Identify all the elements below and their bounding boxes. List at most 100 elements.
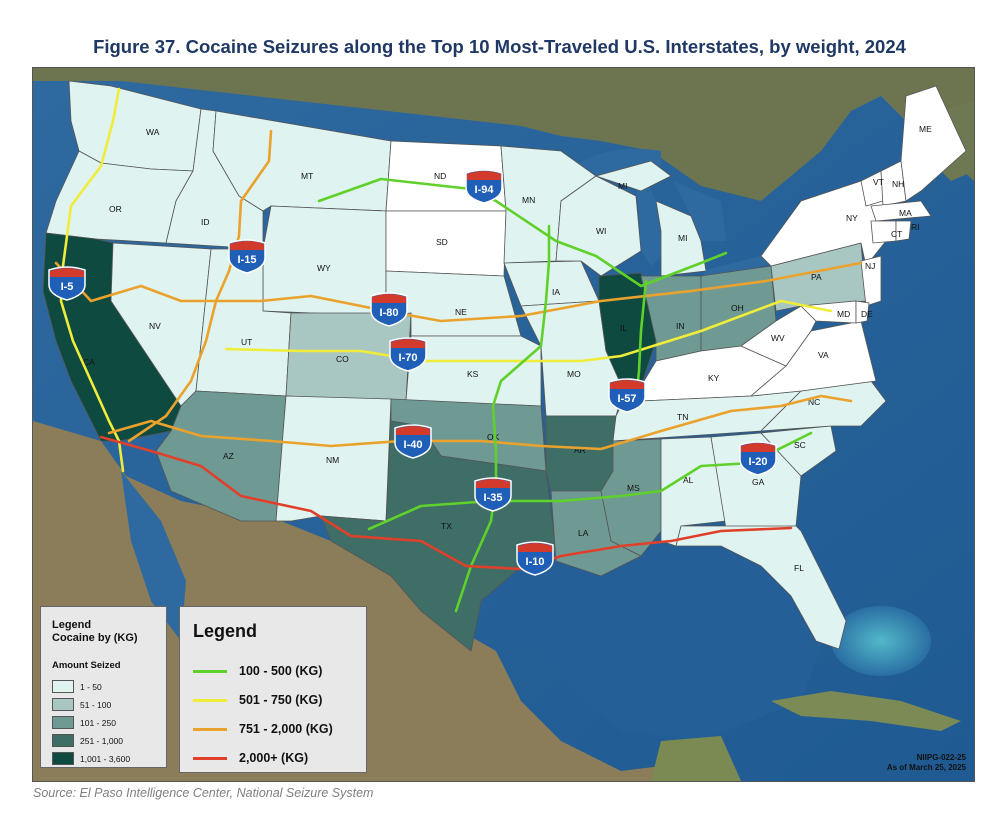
- shield-label: I-35: [484, 492, 503, 504]
- interstate-shield-i-80: I-80: [370, 292, 408, 327]
- map-canvas: WA OR CA ID NV MT WY UT CO AZ NM ND SD N…: [33, 68, 974, 781]
- legend-amount-label: 1,001 - 3,600: [80, 753, 131, 764]
- label-WA: WA: [146, 127, 160, 137]
- label-RI: RI: [911, 222, 920, 232]
- label-WY: WY: [317, 263, 331, 273]
- map-frame: WA OR CA ID NV MT WY UT CO AZ NM ND SD N…: [32, 67, 975, 782]
- label-ID: ID: [201, 217, 210, 227]
- label-AZ: AZ: [223, 451, 234, 461]
- label-IL: IL: [620, 323, 627, 333]
- label-MD: MD: [837, 309, 850, 319]
- gulf-of-mexico: [461, 536, 831, 741]
- shield-header: [518, 543, 552, 552]
- doc-id: NIIPG-022-25: [916, 753, 966, 762]
- shield-header: [610, 380, 644, 389]
- route-I-70: [224, 299, 833, 363]
- label-AR: AR: [574, 445, 586, 455]
- legend-amount-label: 251 - 1,000: [80, 735, 124, 746]
- label-NJ: NJ: [865, 261, 875, 271]
- label-ME: ME: [919, 124, 932, 134]
- shield-header: [230, 241, 264, 250]
- route-I-5: [59, 87, 125, 473]
- label-CA: CA: [83, 357, 95, 367]
- route-I-80: [54, 261, 863, 323]
- figure-title: Figure 37. Cocaine Seizures along the To…: [93, 36, 906, 57]
- label-MN: MN: [522, 195, 535, 205]
- shield-label: I-20: [749, 456, 768, 468]
- document-id-stamp: NIIPG-022-25 As of March 25, 2025: [887, 753, 966, 773]
- interstate-shield-i-70: I-70: [389, 337, 427, 372]
- route-I-20: [367, 431, 813, 531]
- state-MA: [870, 200, 932, 222]
- cuba: [771, 691, 961, 731]
- label-WI: WI: [596, 226, 606, 236]
- route-I-35: [454, 224, 551, 613]
- interstate-shields: I-5 I-15 I-94 I-80 I-70 I-57 I-40 I-35 I-20 I-10: [48, 169, 777, 576]
- state-WI: [555, 175, 642, 277]
- label-UT: UT: [241, 337, 252, 347]
- label-GA: GA: [752, 477, 765, 487]
- shield-header: [741, 443, 775, 452]
- legend-swatch: [52, 734, 74, 747]
- legend-route-line: [193, 698, 227, 702]
- label-KS: KS: [467, 369, 479, 379]
- label-FL: FL: [794, 563, 804, 573]
- legend-interstate-weight: Legend 100 - 500 (KG) 501 - 750 (KG) 751…: [179, 606, 367, 773]
- label-PA: PA: [811, 272, 822, 282]
- legend-amount-title: Legend Cocaine by (KG): [52, 619, 138, 645]
- interstate-shield-i-20: I-20: [739, 441, 777, 476]
- shield-label: I-57: [618, 393, 637, 405]
- legend-amount-seized: Legend Cocaine by (KG) Amount Seized 1 -…: [40, 606, 167, 768]
- state-AZ: [155, 390, 287, 522]
- label-AL: AL: [683, 475, 694, 485]
- legend-amount-subtitle: Amount Seized: [52, 660, 121, 671]
- lake-michigan: [637, 186, 661, 266]
- state-KS: [405, 335, 542, 407]
- label-CO: CO: [336, 354, 349, 364]
- label-NV: NV: [149, 321, 161, 331]
- legend-amount-label: 1 - 50: [80, 681, 102, 692]
- label-MO: MO: [567, 369, 581, 379]
- state-SC: [760, 425, 837, 477]
- shield-header: [391, 339, 425, 348]
- label-OK: OK: [487, 432, 500, 442]
- shield-label: I-5: [61, 281, 74, 293]
- label-MS: MS: [627, 483, 640, 493]
- label-VT: VT: [873, 177, 884, 187]
- legend-swatch: [52, 680, 74, 693]
- label-OR: OR: [109, 204, 122, 214]
- shield-header: [372, 294, 406, 303]
- legend-swatch: [52, 716, 74, 729]
- legend-amount-item: 101 - 250: [52, 716, 116, 729]
- shield-label: I-40: [404, 439, 423, 451]
- legend-amount-item: 51 - 100: [52, 698, 111, 711]
- label-IA: IA: [552, 287, 560, 297]
- state-MI-lower: [655, 200, 707, 277]
- legend-amount-item: 1 - 50: [52, 680, 102, 693]
- label-CT: CT: [891, 229, 902, 239]
- shield-header: [50, 268, 84, 277]
- legend-swatch: [52, 752, 74, 765]
- legend-route-label: 100 - 500 (KG): [239, 664, 323, 678]
- legend-route-item: 501 - 750 (KG): [193, 692, 322, 708]
- interstate-shield-i-10: I-10: [516, 541, 554, 576]
- shield-label: I-15: [238, 254, 257, 266]
- label-SC: SC: [794, 440, 806, 450]
- label-NC: NC: [808, 397, 820, 407]
- legend-amount-label: 101 - 250: [80, 717, 116, 728]
- shield-label: I-80: [380, 307, 399, 319]
- as-of-date: As of March 25, 2025: [886, 763, 966, 772]
- legend-amount-item: 251 - 1,000: [52, 734, 123, 747]
- legend-route-item: 100 - 500 (KG): [193, 663, 322, 679]
- state-ME: [900, 85, 967, 202]
- legend-route-label: 2,000+ (KG): [239, 751, 309, 765]
- shield-header: [476, 479, 510, 488]
- legend-swatch: [52, 698, 74, 711]
- shield-header: [396, 426, 430, 435]
- state-labels: WA OR CA ID NV MT WY UT CO AZ NM ND SD N…: [83, 124, 932, 573]
- legend-route-label: 751 - 2,000 (KG): [239, 722, 333, 736]
- interstate-shield-i-35: I-35: [474, 477, 512, 512]
- state-RI: [895, 220, 912, 242]
- label-NE: NE: [455, 307, 467, 317]
- label-TN: TN: [677, 412, 688, 422]
